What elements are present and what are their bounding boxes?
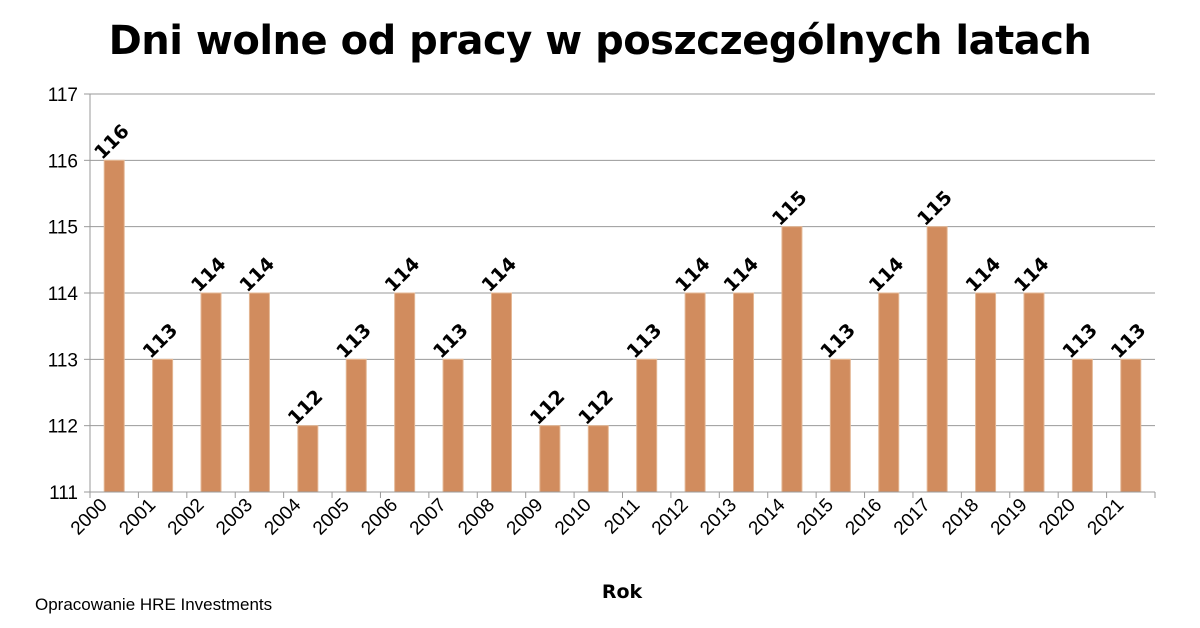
bar [490, 292, 512, 493]
source-note: Opracowanie HRE Investments [35, 595, 273, 614]
bar [781, 226, 803, 493]
bar [394, 292, 416, 493]
data-label: 114 [719, 253, 763, 297]
bar [878, 292, 900, 493]
data-label: 113 [623, 319, 667, 363]
x-tick-label: 2017 [890, 495, 935, 540]
bar [1023, 292, 1045, 493]
x-axis-title: Rok [602, 581, 643, 603]
data-label: 114 [1010, 253, 1054, 297]
bar [733, 292, 755, 493]
x-tick-label: 2020 [1035, 495, 1080, 540]
bar [103, 159, 125, 493]
bar [152, 358, 174, 493]
y-tick-label: 112 [48, 417, 78, 438]
bar [345, 358, 367, 493]
data-label: 116 [90, 120, 134, 164]
y-tick-labels: 111 112 113 114 115 116 117 [48, 85, 79, 504]
bar [200, 292, 222, 493]
bar [975, 292, 997, 493]
data-label: 112 [526, 386, 570, 430]
x-tick-label: 2003 [212, 495, 257, 540]
x-tick-label: 2002 [164, 495, 209, 540]
data-label: 114 [671, 253, 715, 297]
x-tick-label: 2001 [115, 495, 160, 540]
y-tick-label: 117 [48, 85, 78, 106]
bar [1071, 358, 1093, 493]
x-tick-label: 2012 [648, 495, 693, 540]
data-label: 114 [962, 253, 1006, 297]
x-tick-label: 2019 [987, 495, 1032, 540]
bar [829, 358, 851, 493]
data-label: 113 [332, 319, 376, 363]
y-tick-label: 116 [48, 151, 78, 172]
x-tick-labels: 2000 2001 2002 2003 2004 2005 2006 2007 2008 2009… [67, 494, 1128, 539]
bar [636, 358, 658, 493]
data-label: 112 [574, 386, 618, 430]
x-tick-label: 2010 [551, 495, 596, 540]
x-tick-label: 2013 [696, 495, 741, 540]
bar [684, 292, 706, 493]
y-tick-label: 111 [49, 483, 78, 504]
bar [539, 425, 561, 493]
bar [1120, 358, 1142, 493]
bar [297, 425, 319, 493]
data-label: 114 [477, 253, 521, 297]
bar [926, 226, 948, 493]
x-tick-label: 2007 [406, 495, 451, 540]
x-tick-label: 2011 [600, 495, 644, 539]
x-tick-label: 2021 [1084, 495, 1129, 540]
data-label: 115 [913, 187, 957, 231]
data-label: 114 [187, 253, 231, 297]
data-label: 115 [768, 187, 812, 231]
data-label: 114 [381, 253, 425, 297]
x-tick-label: 2014 [745, 494, 790, 539]
x-tick-label: 2004 [261, 494, 306, 539]
y-tick-label: 113 [48, 350, 78, 371]
y-tick-label: 115 [48, 218, 78, 239]
y-tick-label: 114 [48, 284, 79, 305]
x-tick-label: 2008 [454, 495, 499, 540]
chart-title: Dni wolne od pracy w poszczególnych lata… [108, 18, 1092, 64]
bar [442, 358, 464, 493]
data-label: 114 [235, 253, 279, 297]
x-tick-label: 2005 [309, 495, 354, 540]
data-label: 113 [429, 319, 473, 363]
data-label: 113 [139, 319, 183, 363]
data-label: 113 [1107, 319, 1151, 363]
x-tick-label: 2016 [842, 495, 887, 540]
data-label: 113 [816, 319, 860, 363]
data-label: 113 [1058, 319, 1102, 363]
x-tick-label: 2006 [357, 495, 402, 540]
bar [587, 425, 609, 493]
data-label: 112 [284, 386, 328, 430]
bar [248, 292, 270, 493]
x-tick-label: 2018 [938, 495, 983, 540]
x-tick-label: 2009 [503, 495, 548, 540]
axes [89, 94, 1156, 498]
x-tick-label: 2015 [793, 495, 838, 540]
data-label: 114 [865, 253, 909, 297]
bars [103, 159, 1142, 493]
